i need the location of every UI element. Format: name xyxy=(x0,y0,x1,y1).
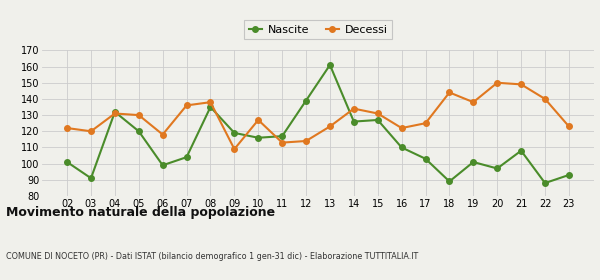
Nascite xyxy=(326,63,334,67)
Nascite xyxy=(159,164,166,167)
Decessi xyxy=(422,122,429,125)
Decessi xyxy=(350,107,358,110)
Nascite xyxy=(135,130,142,133)
Decessi xyxy=(278,141,286,144)
Decessi xyxy=(254,118,262,122)
Nascite xyxy=(302,99,310,102)
Nascite xyxy=(278,134,286,138)
Decessi xyxy=(183,104,190,107)
Decessi xyxy=(88,130,95,133)
Nascite xyxy=(231,131,238,135)
Decessi xyxy=(326,125,334,128)
Decessi xyxy=(541,97,548,101)
Decessi xyxy=(231,147,238,151)
Nascite xyxy=(207,105,214,109)
Decessi xyxy=(159,133,166,136)
Decessi xyxy=(398,126,405,130)
Nascite xyxy=(422,157,429,160)
Nascite xyxy=(350,120,358,123)
Decessi xyxy=(64,126,71,130)
Decessi xyxy=(207,101,214,104)
Decessi xyxy=(565,125,572,128)
Nascite xyxy=(254,136,262,139)
Text: COMUNE DI NOCETO (PR) - Dati ISTAT (bilancio demografico 1 gen-31 dic) - Elabora: COMUNE DI NOCETO (PR) - Dati ISTAT (bila… xyxy=(6,252,418,261)
Decessi xyxy=(374,112,382,115)
Decessi xyxy=(135,113,142,117)
Nascite xyxy=(541,181,548,185)
Decessi xyxy=(494,81,501,85)
Nascite xyxy=(565,173,572,177)
Nascite xyxy=(494,167,501,170)
Legend: Nascite, Decessi: Nascite, Decessi xyxy=(244,20,392,39)
Decessi xyxy=(302,139,310,143)
Nascite xyxy=(470,160,477,164)
Nascite xyxy=(446,180,453,183)
Nascite xyxy=(398,146,405,149)
Decessi xyxy=(470,101,477,104)
Nascite xyxy=(88,176,95,180)
Decessi xyxy=(446,91,453,94)
Nascite xyxy=(111,110,118,114)
Nascite xyxy=(374,118,382,122)
Text: Movimento naturale della popolazione: Movimento naturale della popolazione xyxy=(6,206,275,219)
Line: Nascite: Nascite xyxy=(64,62,572,186)
Decessi xyxy=(518,83,525,86)
Decessi xyxy=(111,112,118,115)
Nascite xyxy=(518,149,525,152)
Nascite xyxy=(64,160,71,164)
Line: Decessi: Decessi xyxy=(64,80,572,152)
Nascite xyxy=(183,155,190,159)
